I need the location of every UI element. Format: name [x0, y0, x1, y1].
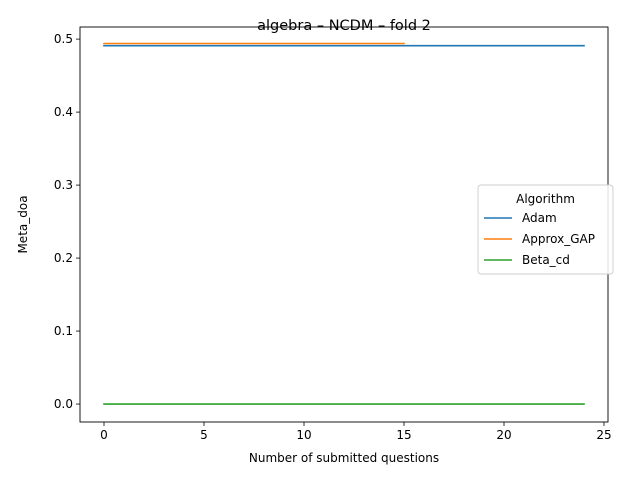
- x-axis-ticks: 0 5 10 15 20 25: [100, 422, 612, 442]
- y-tick-label: 0.4: [54, 105, 73, 119]
- legend-label: Beta_cd: [522, 253, 570, 267]
- legend-entries: Adam Approx_GAP Beta_cd: [484, 211, 595, 267]
- y-axis-label: Meta_doa: [16, 195, 30, 253]
- y-tick-label: 0.3: [54, 178, 73, 192]
- legend-title: Algorithm: [516, 192, 575, 206]
- series-layer: [103, 42, 585, 405]
- x-tick-label: 15: [396, 428, 411, 442]
- legend: Algorithm Adam Approx_GAP Beta_cd: [477, 184, 614, 275]
- x-tick-label: 25: [596, 428, 611, 442]
- x-tick-label: 0: [100, 428, 108, 442]
- x-tick-label: 20: [496, 428, 511, 442]
- y-tick-label: 0.2: [54, 251, 73, 265]
- y-axis-ticks: 0.0 0.1 0.2 0.3 0.4 0.5: [54, 32, 80, 411]
- legend-label: Approx_GAP: [522, 232, 595, 246]
- chart-title: algebra – NCDM – fold 2: [257, 18, 431, 34]
- legend-label: Adam: [522, 211, 557, 225]
- x-axis-label: Number of submitted questions: [249, 451, 439, 465]
- y-tick-label: 0.0: [54, 397, 73, 411]
- x-tick-label: 10: [296, 428, 311, 442]
- legend-box: [477, 184, 614, 275]
- y-tick-label: 0.5: [54, 32, 73, 46]
- x-tick-label: 5: [200, 428, 208, 442]
- y-tick-label: 0.1: [54, 324, 73, 338]
